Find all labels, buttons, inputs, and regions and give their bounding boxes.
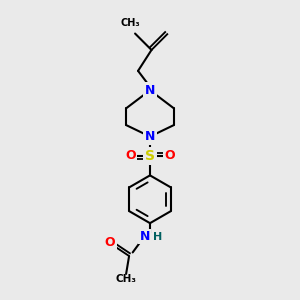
Text: O: O: [125, 149, 136, 163]
Text: N: N: [140, 230, 150, 243]
Text: N: N: [145, 84, 155, 97]
Text: CH₃: CH₃: [116, 274, 136, 284]
Text: S: S: [145, 149, 155, 163]
Text: N: N: [145, 130, 155, 143]
Text: CH₃: CH₃: [121, 18, 140, 28]
Text: H: H: [153, 232, 162, 242]
Text: O: O: [104, 236, 115, 249]
Text: O: O: [164, 149, 175, 163]
